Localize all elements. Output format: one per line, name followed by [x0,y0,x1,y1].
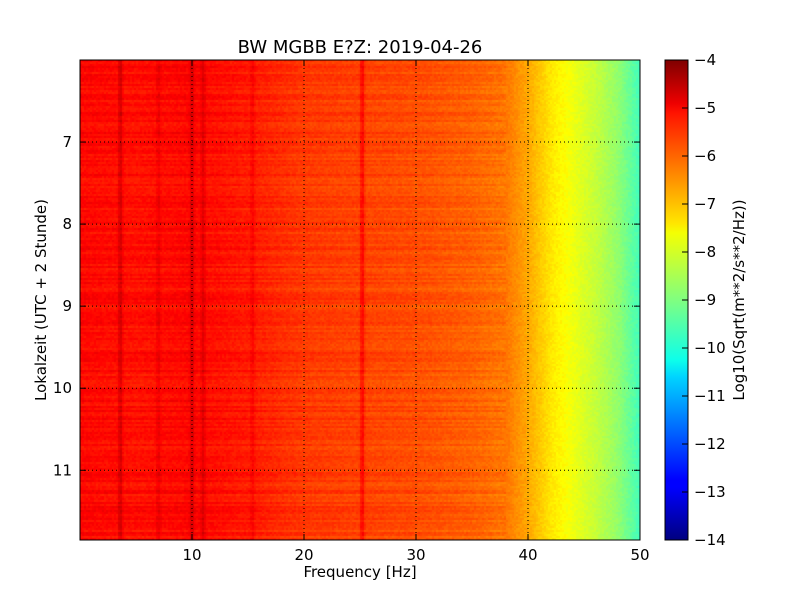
x-tick-label: 20 [294,546,313,564]
plot-area [79,59,641,541]
x-tick-label: 30 [406,546,425,564]
colorbar-tick-label: −14 [694,531,726,549]
colorbar-tick-label: −12 [694,435,726,453]
x-tick-label: 50 [630,546,649,564]
chart-title: BW MGBB E?Z: 2019-04-26 [238,37,483,58]
y-tick-label: 9 [62,297,72,315]
y-tick-label: 7 [62,133,72,151]
colorbar-tick-label: −11 [694,387,726,405]
x-tick-label: 40 [518,546,537,564]
grid-lines [80,60,640,540]
y-axis-ticks: 7 8 9 10 11 [53,133,640,479]
colorbar-ticks: −4 −5 −6 −7 −8 −9 −10 −11 −12 −13 −14 [682,51,726,549]
colorbar-tick-label: −9 [694,291,716,309]
colorbar-tick-label: −7 [694,195,716,213]
y-tick-label: 8 [62,215,72,233]
colorbar-label: Log10(Sqrt(m**2/s**2/Hz)) [730,199,748,400]
colorbar-tick-label: −5 [694,99,716,117]
y-tick-label: 10 [53,379,72,397]
colorbar-tick-label: −8 [694,243,716,261]
colorbar-tick-label: −6 [694,147,716,165]
x-axis-ticks: 10 20 30 40 50 [182,60,650,564]
x-axis-label: Frequency [Hz] [303,563,416,581]
colorbar-tick-label: −10 [694,339,726,357]
spectrogram-heatmap [80,60,640,540]
x-tick-label: 10 [182,546,201,564]
plot-frame [79,59,641,541]
y-tick-label: 11 [53,461,72,479]
y-axis-label: Lokalzeit (UTC + 2 Stunde) [32,199,50,401]
colorbar-tick-label: −4 [694,51,716,69]
colorbar-tick-label: −13 [694,483,726,501]
colorbar: −4 −5 −6 −7 −8 −9 −10 −11 −12 −13 −14 Log10(Sqrt(m… [664,51,748,549]
